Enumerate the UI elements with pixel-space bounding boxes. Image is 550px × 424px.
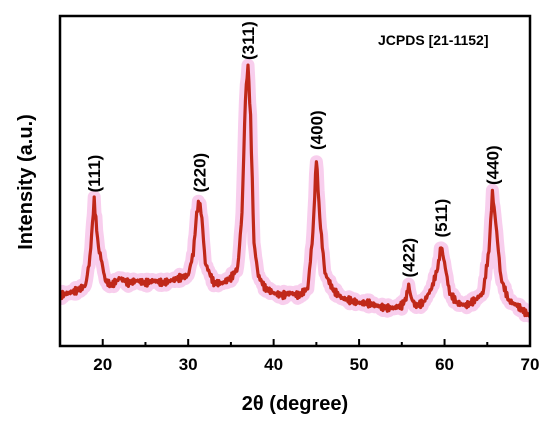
- x-tick-label: 20: [93, 355, 112, 374]
- x-tick-label: 70: [521, 355, 540, 374]
- peak-label: (400): [307, 110, 326, 150]
- series-line-path: [60, 63, 530, 318]
- plot-frame: [58, 14, 532, 348]
- peak-label: (422): [400, 238, 419, 278]
- peak-label: (440): [483, 145, 502, 185]
- data-series-line: [60, 63, 530, 318]
- peak-label: (220): [190, 153, 209, 193]
- x-tick-label: 40: [264, 355, 283, 374]
- x-tick-label: 50: [350, 355, 369, 374]
- x-tick-label: 60: [435, 355, 454, 374]
- glow-band: [60, 58, 530, 323]
- series-glow-path: [60, 58, 530, 323]
- peak-label: (111): [85, 155, 104, 193]
- y-axis-title: Intensity (a.u.): [15, 114, 37, 250]
- peak-labels: (111) (220) (311) (400) (422) (511) (440): [85, 21, 502, 277]
- x-axis-title: 2θ (degree): [242, 393, 348, 415]
- x-tick-label: 30: [179, 355, 198, 374]
- jcpds-annotation: JCPDS [21-1152]: [378, 32, 489, 48]
- x-axis-ticks: 20 30 40 50 60 70: [59, 339, 540, 374]
- peak-label: (511): [432, 199, 451, 238]
- peak-label: (311): [239, 21, 258, 60]
